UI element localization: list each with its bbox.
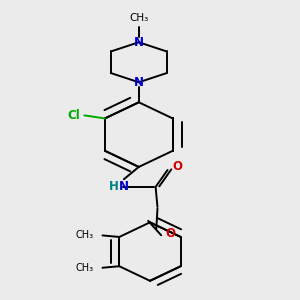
Text: O: O <box>172 160 182 173</box>
Text: H: H <box>108 180 118 194</box>
Text: N: N <box>134 36 144 49</box>
Text: CH₃: CH₃ <box>75 230 93 240</box>
Text: Cl: Cl <box>68 109 81 122</box>
Text: N: N <box>118 180 129 194</box>
Text: CH₃: CH₃ <box>129 13 148 23</box>
Text: O: O <box>165 226 175 240</box>
Text: CH₃: CH₃ <box>75 263 93 273</box>
Text: N: N <box>134 76 144 89</box>
